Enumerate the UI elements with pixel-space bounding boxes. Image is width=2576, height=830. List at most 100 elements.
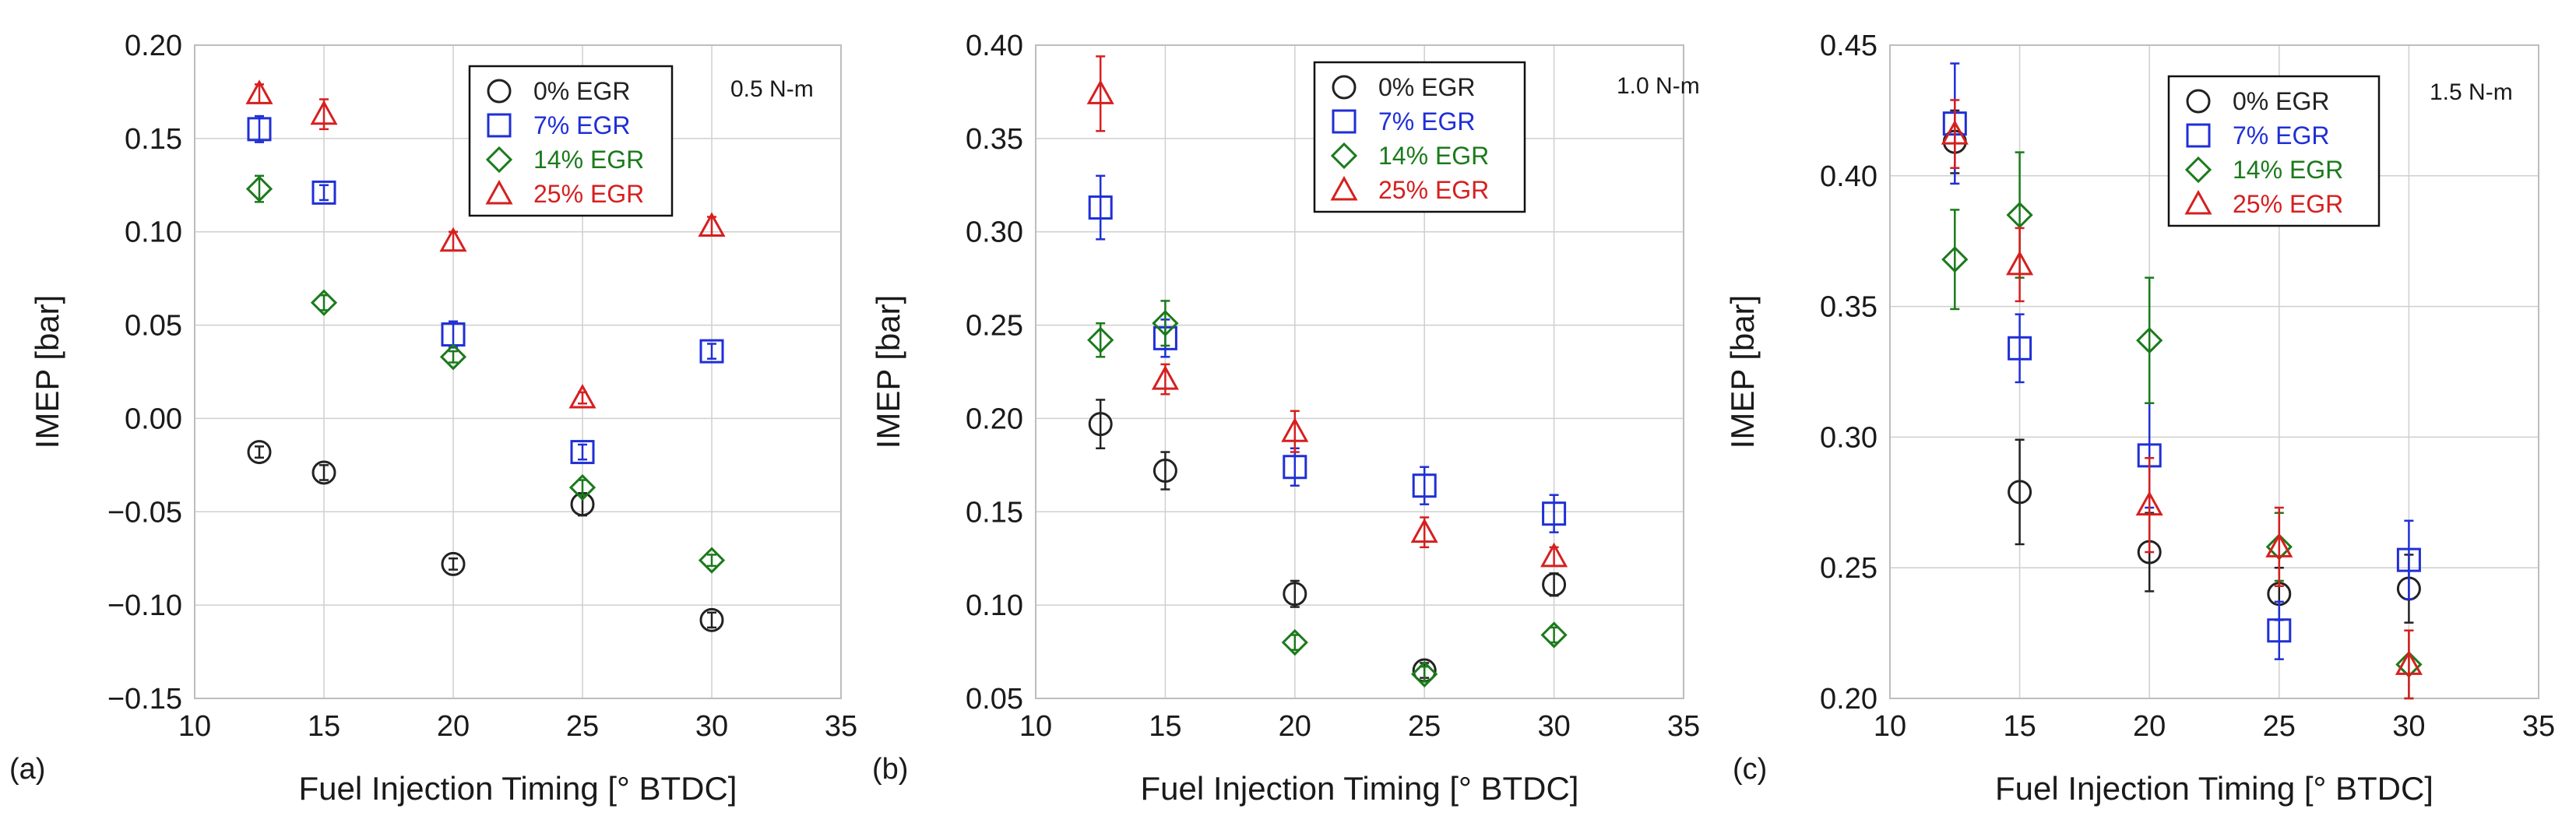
y-tick-label: 0.30: [1820, 421, 1877, 454]
data-point: [1283, 455, 1307, 480]
y-tick-label: 0.15: [125, 123, 182, 156]
data-point: [311, 460, 336, 485]
y-tick-label: 0.10: [125, 216, 182, 249]
data-point: [1087, 326, 1114, 353]
data-point: [1411, 660, 1438, 688]
x-tick-label: 20: [2133, 710, 2166, 743]
data-point: [2136, 327, 2163, 354]
y-tick-label: 0.40: [1820, 160, 1877, 193]
data-point: [2135, 491, 2163, 516]
y-tick-label: 0.20: [1820, 683, 1877, 716]
data-point: [568, 383, 596, 409]
legend-marker: [2184, 189, 2212, 215]
data-point: [2396, 547, 2421, 572]
y-tick-label: 0.45: [1820, 30, 1877, 62]
legend: 0% EGR 7% EGR 14% EGR 25% EGR: [2167, 75, 2381, 227]
data-point: [1542, 501, 1567, 526]
legend-marker: [485, 146, 513, 174]
data-point: [1941, 120, 1969, 145]
series-25-egr: [1941, 99, 2423, 700]
legend-label: 7% EGR: [1378, 107, 1475, 135]
y-tick-label: 0.35: [1820, 291, 1877, 324]
series-14-egr: [1941, 151, 2423, 700]
data-point: [568, 474, 596, 501]
y-tick-label: 0.05: [125, 310, 182, 343]
y-tick-label: 0.35: [966, 123, 1023, 156]
data-point: [1281, 417, 1309, 442]
x-tick-label: 25: [1408, 710, 1441, 743]
x-axis-label: Fuel Injection Timing [° BTDC]: [1995, 770, 2433, 807]
legend: 0% EGR 7% EGR 14% EGR 25% EGR: [1313, 61, 1526, 213]
legend-marker: [2186, 89, 2211, 114]
load-label: 1.0 N-m: [1617, 73, 1700, 99]
data-point: [1542, 572, 1567, 597]
data-point: [441, 551, 466, 576]
series-25-egr: [245, 79, 726, 409]
data-point: [570, 440, 595, 465]
data-point: [699, 339, 724, 364]
data-point: [1283, 582, 1307, 607]
x-tick-label: 30: [1537, 710, 1570, 743]
data-point: [1151, 364, 1179, 390]
legend-label: 7% EGR: [2233, 121, 2329, 149]
panel-label: (a): [9, 753, 45, 786]
legend-marker: [485, 179, 513, 205]
x-tick-label: 10: [1874, 710, 1906, 743]
x-tick-label: 10: [178, 710, 211, 743]
legend-label: 25% EGR: [1378, 176, 1489, 204]
data-point: [1088, 195, 1113, 220]
legend-label: 25% EGR: [2233, 190, 2343, 218]
legend-label: 0% EGR: [533, 77, 630, 105]
data-point: [698, 212, 726, 237]
plot-frame: [194, 44, 842, 699]
legend-marker: [487, 113, 512, 138]
y-tick-label: −0.10: [107, 589, 182, 622]
series-25-egr: [1086, 55, 1568, 568]
data-point: [245, 175, 273, 202]
chart-panel-1: 10 15 20 25 30 35 −0.15 −0.10 −0.05 0.00 0.05 0.10 0…: [9, 30, 857, 807]
legend-label: 14% EGR: [1378, 142, 1489, 170]
plot-frame: [1035, 44, 1684, 699]
data-point: [2008, 480, 2032, 505]
legend-marker: [2184, 156, 2212, 184]
data-point: [2267, 618, 2292, 643]
data-point: [1941, 246, 1969, 273]
legend-label: 25% EGR: [533, 180, 644, 208]
data-point: [2008, 336, 2032, 360]
y-tick-label: 0.25: [1820, 552, 1877, 585]
data-point: [2006, 202, 2033, 229]
panel-label: (c): [1733, 753, 1767, 786]
x-tick-label: 15: [2003, 710, 2036, 743]
y-axis-label: IMEP [bar]: [870, 295, 906, 449]
legend-marker: [1332, 109, 1357, 134]
y-tick-label: 0.20: [125, 30, 182, 62]
y-tick-label: 0.15: [966, 496, 1023, 529]
x-tick-label: 25: [566, 710, 599, 743]
x-axis-label: Fuel Injection Timing [° BTDC]: [1141, 770, 1579, 807]
x-tick-label: 30: [2392, 710, 2425, 743]
y-tick-label: 0.05: [966, 683, 1023, 716]
load-label: 0.5 N-m: [730, 76, 814, 102]
y-tick-label: 0.00: [125, 403, 182, 435]
data-point: [1153, 459, 1177, 484]
x-tick-label: 25: [2263, 710, 2296, 743]
chart-panel-3: 10 15 20 25 30 35 0.20 0.25 0.30 0.35 0.40 0.45 Fuel…: [1724, 30, 2555, 807]
x-tick-label: 10: [1019, 710, 1052, 743]
x-tick-label: 20: [437, 710, 470, 743]
plot-frame: [1889, 44, 2539, 699]
data-point: [311, 180, 336, 205]
data-point: [699, 607, 724, 632]
series-0-egr: [1088, 399, 1567, 683]
x-tick-label: 35: [825, 710, 857, 743]
panel-label: (b): [872, 753, 908, 786]
legend-marker: [2186, 123, 2211, 148]
legend-marker: [1332, 75, 1357, 100]
data-point: [1088, 412, 1113, 437]
data-point: [2006, 250, 2034, 276]
legend-label: 7% EGR: [533, 111, 630, 139]
series-14-egr: [245, 174, 726, 574]
data-point: [439, 343, 467, 371]
legend-label: 14% EGR: [2233, 156, 2343, 184]
legend-label: 14% EGR: [533, 146, 644, 174]
data-point: [1281, 628, 1308, 656]
